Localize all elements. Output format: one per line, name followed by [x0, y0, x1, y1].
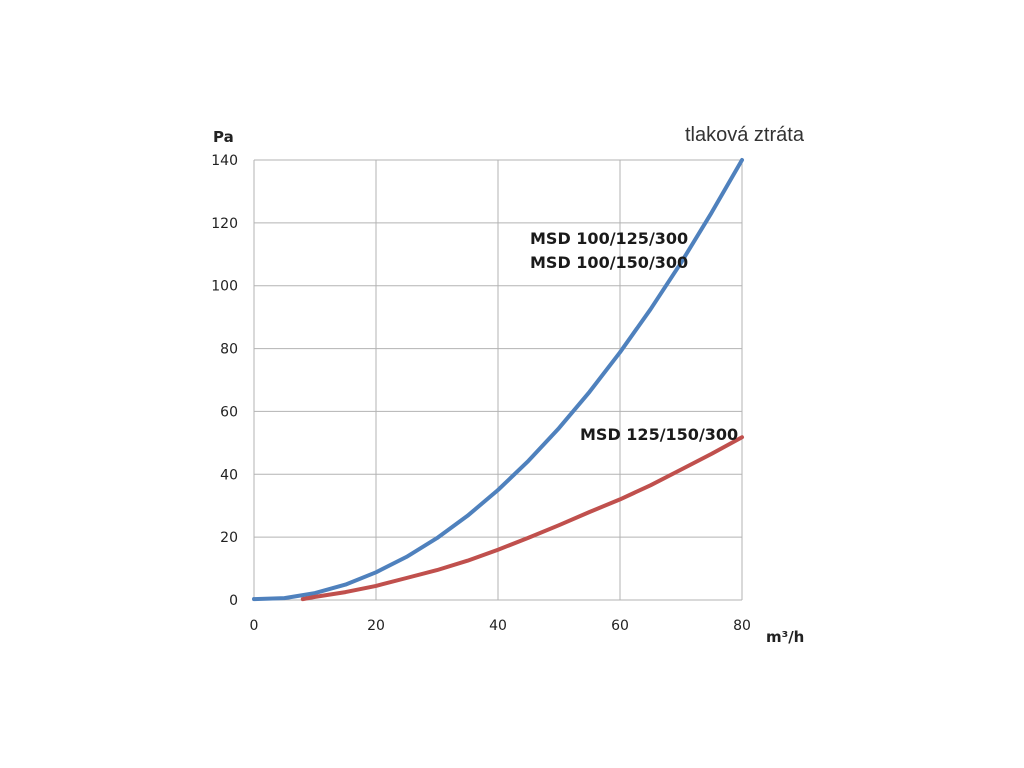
series-line-1: [300, 435, 744, 602]
y-tick-label: 40: [220, 467, 238, 483]
x-tick-label: 0: [250, 618, 259, 634]
y-tick-label: 0: [229, 593, 238, 609]
series-label-msd-125-150: MSD 125/150/300: [580, 425, 738, 444]
series-lines: [252, 158, 744, 602]
series-line-0: [252, 158, 744, 602]
series-label-msd-100-125: MSD 100/125/300: [530, 229, 688, 248]
y-tick-label: 140: [211, 153, 238, 169]
y-tick-label: 20: [220, 530, 238, 546]
x-axis-label: m³/h: [766, 628, 804, 646]
x-tick-label: 60: [611, 618, 629, 634]
x-tick-label: 20: [367, 618, 385, 634]
y-tick-label: 100: [211, 279, 238, 295]
y-tick-label: 120: [211, 216, 238, 232]
ticks: 0 20 40 60 80 0 20 40 60 80 100 120 140: [211, 153, 751, 634]
x-tick-label: 40: [489, 618, 507, 634]
y-axis-label: Pa: [213, 128, 234, 146]
y-tick-label: 60: [220, 404, 238, 420]
x-tick-label: 80: [733, 618, 751, 634]
series-label-msd-100-150: MSD 100/150/300: [530, 253, 688, 272]
grid: [253, 159, 743, 601]
chart-title: tlaková ztráta: [685, 124, 805, 146]
y-tick-label: 80: [220, 342, 238, 358]
